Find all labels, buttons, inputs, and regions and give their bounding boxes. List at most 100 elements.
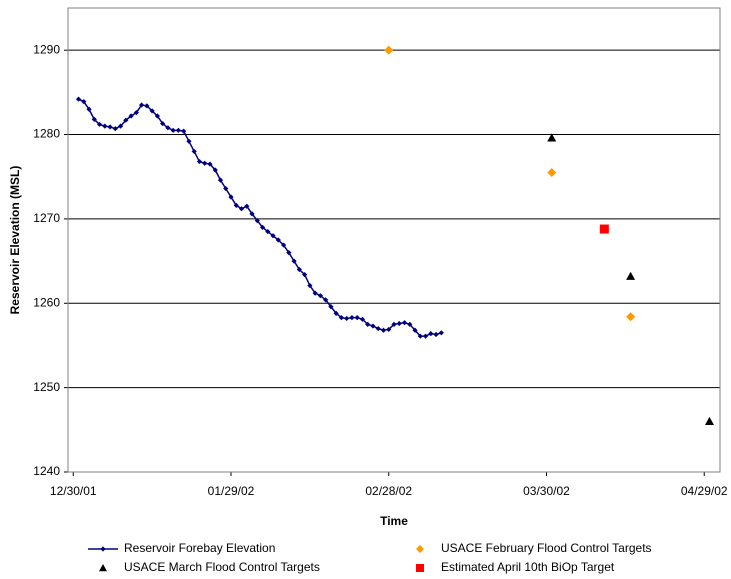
marker <box>207 161 213 167</box>
marker <box>196 158 203 165</box>
marker <box>112 126 118 132</box>
marker <box>422 333 429 339</box>
marker <box>354 315 360 321</box>
marker <box>160 120 166 127</box>
marker <box>401 320 408 326</box>
marker <box>170 127 176 133</box>
marker <box>626 271 636 280</box>
marker <box>428 331 434 337</box>
x-tick-label: 02/28/02 <box>365 484 412 498</box>
x-tick-label: 03/30/02 <box>523 484 570 498</box>
marker <box>438 330 444 336</box>
marker <box>370 323 376 329</box>
marker <box>547 133 557 142</box>
marker <box>599 224 609 234</box>
marker <box>386 326 392 333</box>
plot-frame <box>67 7 721 473</box>
marker <box>96 121 103 128</box>
marker <box>286 250 292 256</box>
marker <box>100 546 106 552</box>
y-tick-label: 1270 <box>33 211 60 225</box>
legend-label: Estimated April 10th BiOp Target <box>441 560 615 574</box>
marker <box>186 138 192 144</box>
marker <box>328 304 334 310</box>
y-tick-label: 1290 <box>33 42 60 56</box>
marker <box>380 327 387 333</box>
marker <box>317 293 323 299</box>
legend-label: Reservoir Forebay Elevation <box>124 541 275 555</box>
marker <box>265 228 271 235</box>
marker <box>416 545 424 553</box>
marker <box>359 316 366 322</box>
marker <box>626 312 636 322</box>
marker <box>217 177 224 183</box>
marker <box>212 167 218 173</box>
marker <box>144 103 150 109</box>
marker <box>391 321 397 327</box>
y-axis-label: Reservoir Elevation (MSL) <box>8 166 22 315</box>
marker <box>191 148 197 155</box>
y-tick-label: 1240 <box>33 464 60 478</box>
y-tick-label: 1250 <box>33 380 60 394</box>
marker <box>433 331 439 338</box>
marker <box>275 237 281 243</box>
marker <box>384 45 394 55</box>
marker <box>312 290 318 296</box>
y-tick-label: 1280 <box>33 127 60 141</box>
marker <box>296 266 302 273</box>
marker <box>117 123 124 129</box>
marker <box>412 327 418 333</box>
marker <box>704 416 714 425</box>
marker <box>154 113 160 119</box>
x-axis-label: Time <box>380 514 408 528</box>
marker <box>238 206 245 212</box>
series-line <box>78 98 442 337</box>
marker <box>107 124 113 130</box>
marker <box>233 202 239 209</box>
marker <box>102 123 108 129</box>
marker <box>149 108 155 114</box>
marker <box>344 315 350 322</box>
marker <box>291 258 297 264</box>
marker <box>259 224 266 230</box>
marker <box>338 315 345 321</box>
marker <box>244 203 250 209</box>
marker <box>181 128 187 134</box>
y-tick-label: 1260 <box>33 295 60 309</box>
marker <box>81 99 87 105</box>
marker <box>407 321 413 327</box>
marker <box>75 96 82 102</box>
x-tick-label: 12/30/01 <box>50 484 97 498</box>
marker <box>280 242 287 248</box>
x-tick-label: 04/29/02 <box>681 484 728 498</box>
marker <box>307 282 313 289</box>
marker <box>416 564 424 572</box>
marker <box>302 271 308 278</box>
marker <box>547 168 557 178</box>
marker <box>323 297 329 303</box>
marker <box>270 233 276 239</box>
marker <box>86 106 92 112</box>
marker <box>133 110 139 116</box>
marker <box>254 217 260 224</box>
marker <box>128 113 134 119</box>
marker <box>91 116 97 122</box>
marker <box>123 117 129 123</box>
marker <box>333 310 339 316</box>
marker <box>175 127 182 133</box>
legend-label: USACE February Flood Control Targets <box>441 541 652 555</box>
marker <box>249 211 255 217</box>
marker <box>396 320 402 327</box>
marker <box>165 125 171 131</box>
marker <box>228 194 234 200</box>
marker <box>349 315 355 321</box>
x-tick-label: 01/29/02 <box>208 484 255 498</box>
marker <box>223 185 229 192</box>
marker <box>417 333 423 339</box>
marker <box>375 325 381 332</box>
marker <box>139 102 145 108</box>
marker <box>202 160 208 166</box>
marker <box>99 564 107 572</box>
